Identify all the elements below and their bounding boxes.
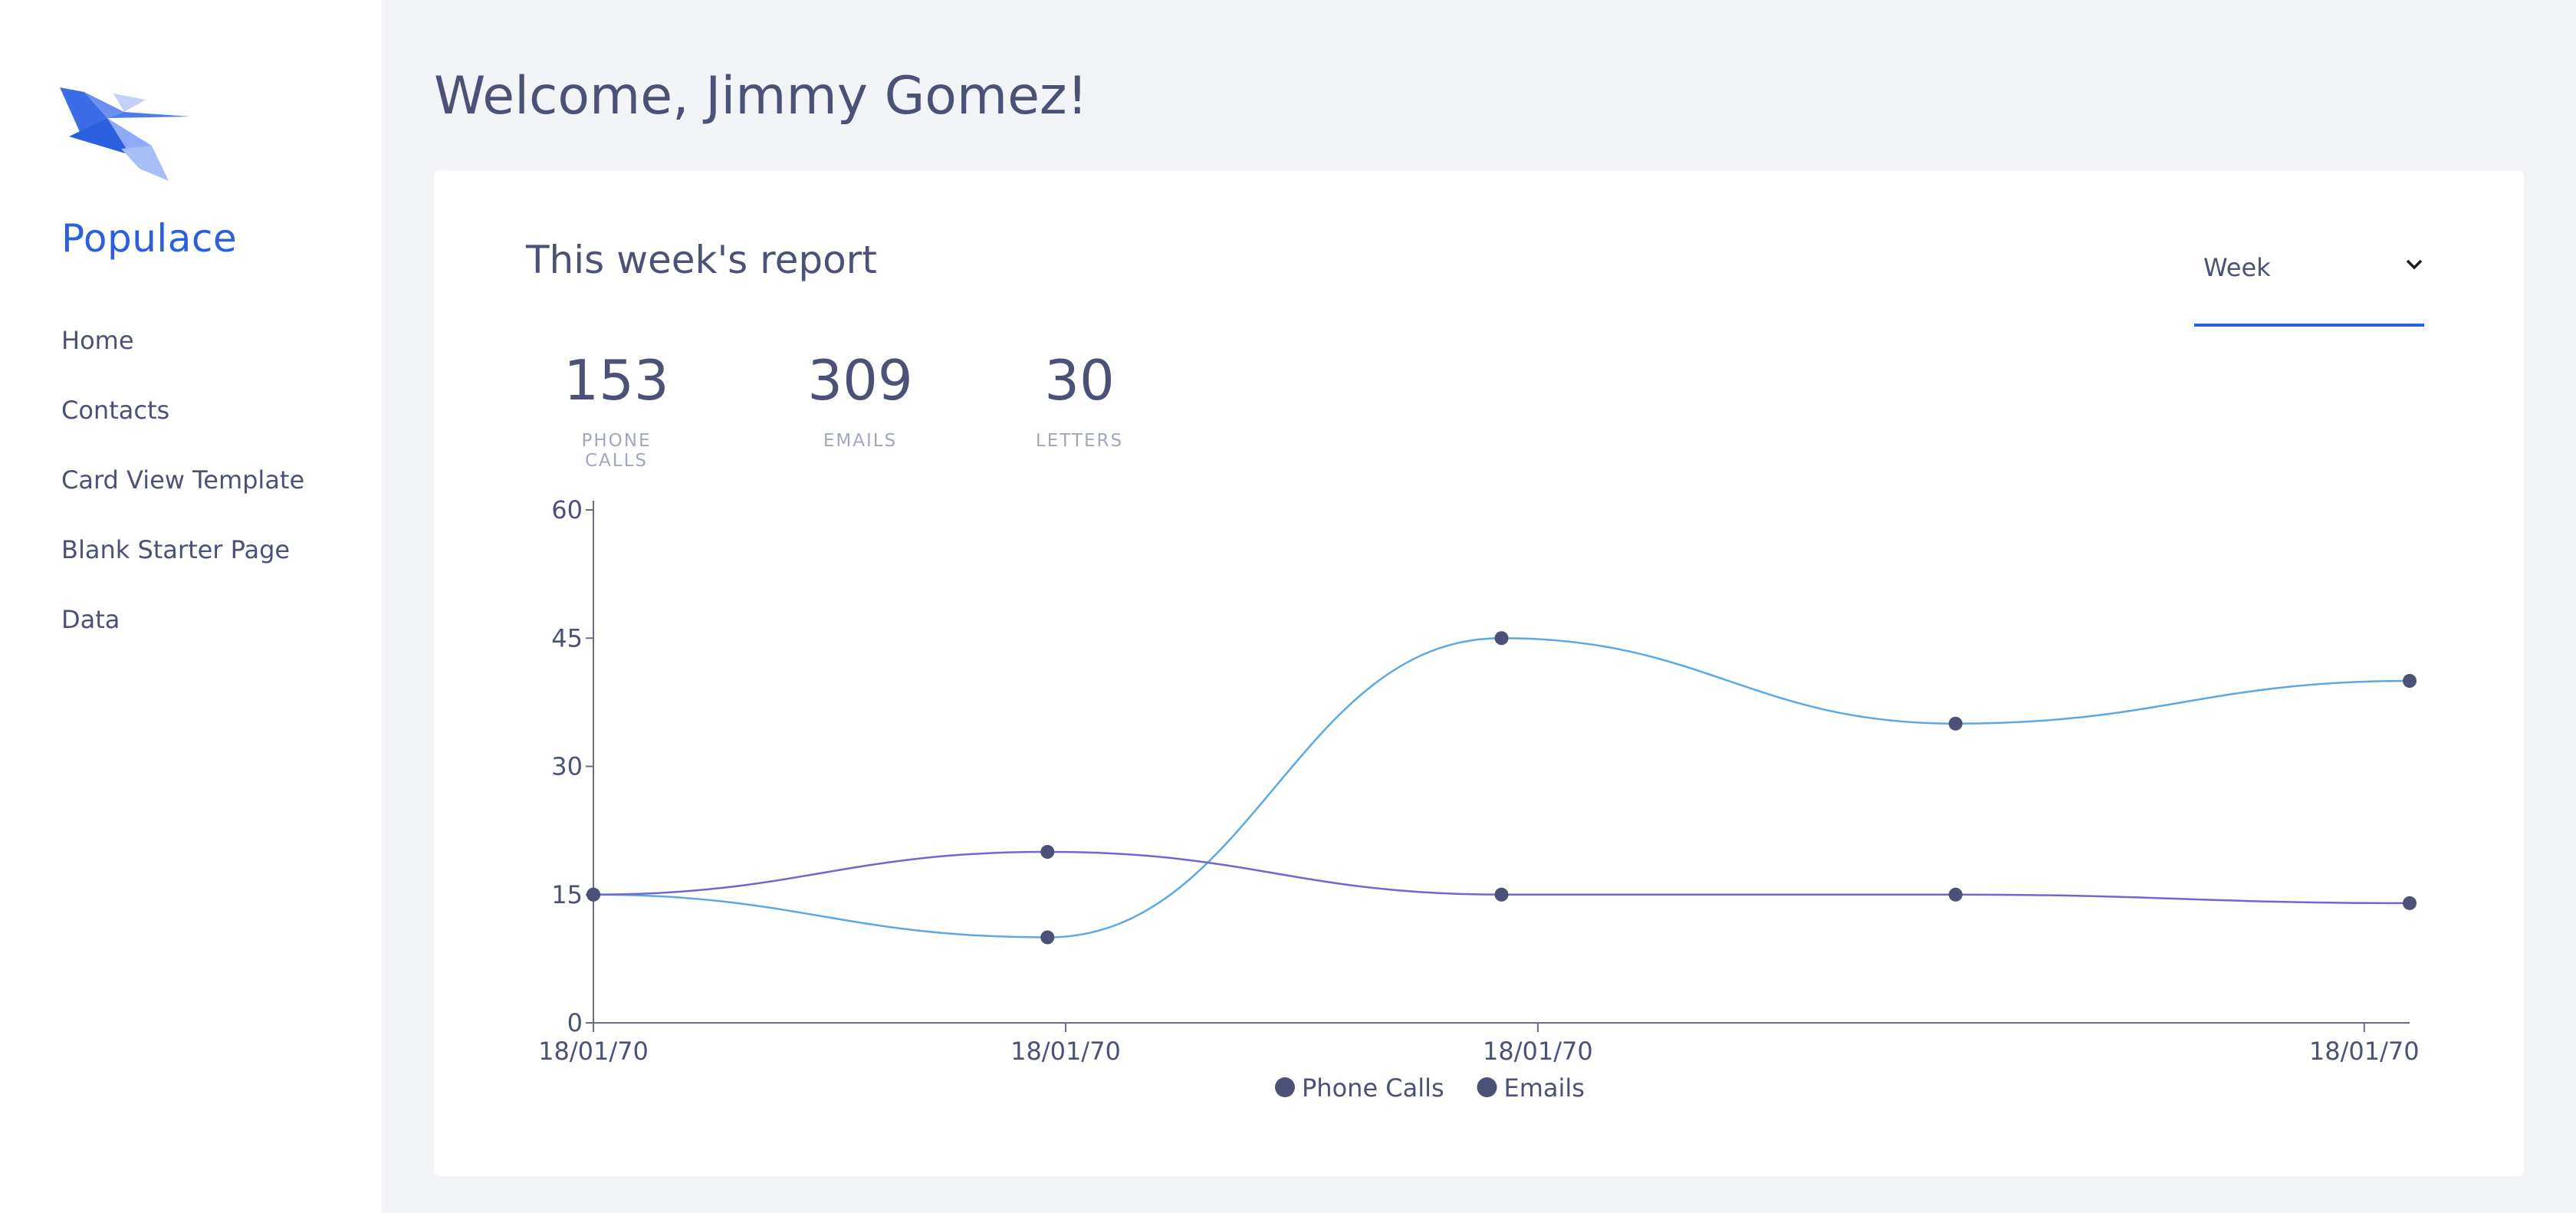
brand-name[interactable]: Populace (61, 216, 238, 261)
x-tick-label: 18/01/70 (1010, 1037, 1121, 1066)
x-tick-label: 18/01/70 (1483, 1037, 1593, 1066)
stat-emails: 309 EMAILS (791, 353, 929, 451)
stat-value: 153 (564, 348, 669, 413)
stat-label: LETTERS (1035, 431, 1124, 451)
stat-letters: 30 LETTERS (1010, 353, 1148, 451)
x-tick-label: 18/01/70 (538, 1037, 649, 1066)
data-point-phone-calls (1494, 631, 1509, 646)
stat-label: EMAILS (823, 431, 898, 451)
stat-value: 30 (1044, 348, 1115, 413)
data-point-emails (1494, 887, 1509, 902)
legend-marker (1477, 1077, 1497, 1097)
stat-value: 309 (807, 348, 913, 413)
y-tick-label: 0 (567, 1008, 583, 1037)
data-point-emails (586, 887, 600, 902)
legend-marker (1275, 1077, 1295, 1097)
period-select-value: Week (2203, 253, 2271, 282)
main-content: Welcome, Jimmy Gomez! This week's report… (382, 0, 2576, 1213)
y-tick-label: 30 (551, 752, 583, 781)
report-line-chart: 0 15 30 45 60 18/01/70 18/01/70 18/01/70 18/01/7… (538, 495, 2420, 1103)
y-tick-label: 45 (551, 623, 583, 653)
nav-item-data[interactable]: Data (61, 605, 120, 634)
nav-item-blank-starter-page[interactable]: Blank Starter Page (61, 535, 291, 564)
data-point-emails (2403, 896, 2417, 910)
data-point-phone-calls (1040, 930, 1055, 945)
report-title: This week's report (526, 238, 877, 282)
chevron-down-icon (2406, 259, 2423, 270)
bird-logo-icon[interactable] (60, 87, 192, 186)
sidebar: Populace Home Contacts Card View Templat… (0, 0, 382, 1213)
stat-label: PHONE CALLS (581, 431, 652, 471)
data-point-emails (1948, 887, 1963, 902)
nav-item-card-view-template[interactable]: Card View Template (61, 465, 305, 495)
series-line-phone-calls (593, 636, 2410, 939)
nav-item-contacts[interactable]: Contacts (61, 396, 170, 425)
data-point-emails (1040, 845, 1055, 859)
legend-label: Emails (1504, 1073, 1585, 1103)
period-select[interactable]: Week (2194, 233, 2424, 327)
legend-label: Phone Calls (1302, 1073, 1444, 1103)
data-point-phone-calls (1948, 716, 1963, 731)
sidebar-nav: Home Contacts Card View Template Blank S… (61, 328, 304, 677)
x-tick-label: 18/01/70 (2309, 1037, 2420, 1066)
report-card: This week's report Week 153 PHONE CALLS … (434, 170, 2524, 1176)
nav-item-home[interactable]: Home (61, 326, 134, 355)
y-tick-label: 60 (551, 495, 583, 524)
page-title: Welcome, Jimmy Gomez! (434, 66, 1088, 127)
data-point-phone-calls (2403, 674, 2417, 688)
stat-phone-calls: 153 PHONE CALLS (547, 353, 685, 471)
y-tick-label: 15 (551, 880, 583, 909)
